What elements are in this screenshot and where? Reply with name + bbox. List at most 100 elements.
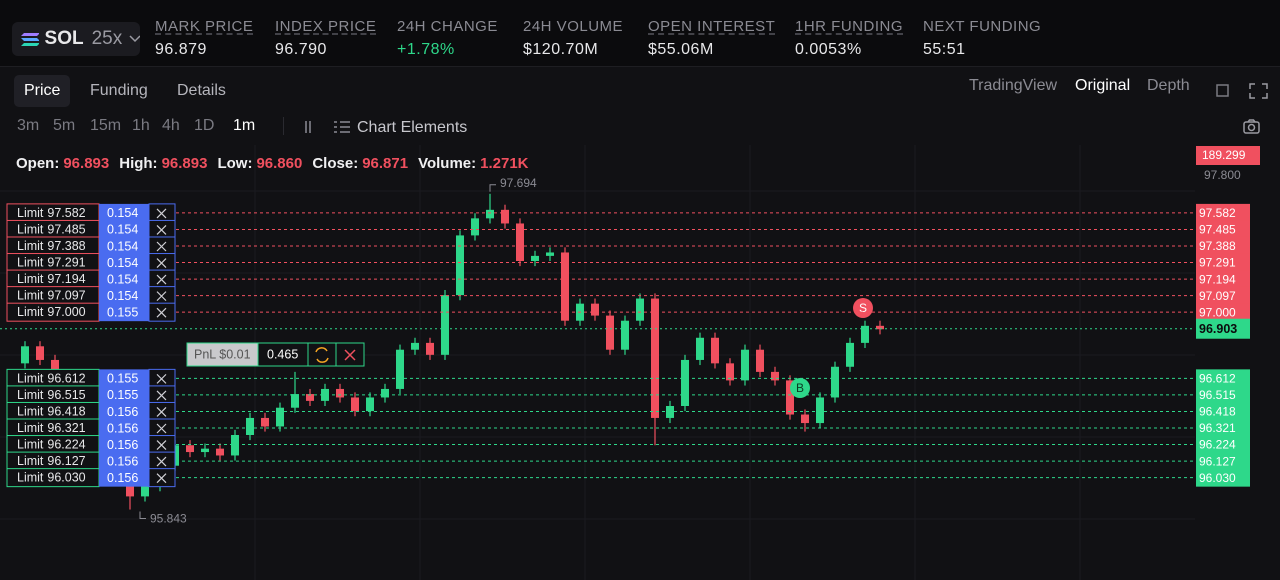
order-price: 96.127 — [47, 454, 85, 468]
ohlc-label: Open: — [16, 155, 59, 172]
candle-body — [546, 252, 554, 256]
order-size: 0.154 — [107, 256, 138, 270]
order-size: 0.154 — [107, 223, 138, 237]
interval[interactable]: 1D — [194, 117, 215, 134]
axis-order-box — [1196, 303, 1250, 322]
order-size-box — [99, 286, 149, 305]
interval[interactable]: 1h — [132, 117, 150, 134]
tab[interactable]: Funding — [90, 82, 148, 99]
order-cancel — [156, 390, 167, 401]
candle-body — [306, 394, 314, 401]
order-label: Limit 97.582 — [17, 206, 86, 220]
view-option[interactable]: Original — [1075, 77, 1131, 94]
candle-body — [666, 406, 674, 418]
order-type: Limit — [17, 289, 44, 303]
candle-body — [366, 397, 374, 412]
ohlc-label: Volume: — [418, 155, 476, 172]
stat: NEXT FUNDING 55:51 — [923, 18, 1041, 59]
interval[interactable]: 5m — [53, 117, 76, 134]
candle-body — [726, 363, 734, 381]
candle-body — [336, 388, 344, 398]
current-price-box — [1196, 318, 1250, 339]
order-type: Limit — [17, 206, 44, 220]
stat-value: 0.0053% — [795, 41, 862, 58]
axis-order-label: 97.582 — [1199, 206, 1236, 220]
axis-order-label: 96.515 — [1199, 388, 1236, 402]
order-label: Limit 96.321 — [17, 421, 86, 435]
order-label: Limit 96.030 — [17, 471, 86, 485]
candle-body — [741, 349, 749, 381]
axis-order-label: 96.224 — [1199, 438, 1236, 452]
axis-order-box — [1196, 253, 1250, 272]
leverage: 25x — [91, 28, 123, 49]
order-type: Limit — [17, 471, 44, 485]
order-cancel — [156, 473, 167, 484]
stat-value: 96.879 — [155, 41, 207, 58]
stat-label: 1HR FUNDING — [795, 18, 904, 35]
candle-body — [186, 445, 194, 453]
candle-body — [486, 209, 494, 219]
candle-body — [756, 349, 764, 372]
sell-marker-label: S — [859, 301, 867, 315]
order-size-box — [99, 203, 149, 222]
interval-active[interactable]: 1m — [233, 117, 256, 134]
candle-body — [381, 388, 389, 398]
camera-icon[interactable] — [1242, 117, 1262, 135]
view-option[interactable]: TradingView — [969, 77, 1058, 94]
candle-body — [621, 320, 629, 350]
order-size: 0.155 — [107, 388, 138, 402]
candle-body — [426, 342, 434, 355]
candle-body — [801, 414, 809, 424]
order-label: Limit 96.515 — [17, 388, 86, 402]
order-size: 0.154 — [107, 272, 138, 286]
order-price: 97.194 — [47, 272, 85, 286]
order-size-box — [99, 369, 149, 388]
order-price: 96.321 — [47, 421, 85, 435]
view-option[interactable]: Depth — [1147, 77, 1190, 94]
order-size: 0.154 — [107, 289, 138, 303]
low-label: 95.843 — [150, 512, 187, 526]
order-type: Limit — [17, 388, 44, 402]
axis-order-label: 96.127 — [1199, 454, 1236, 468]
stat-value: +1.78% — [397, 41, 455, 58]
order-size-box — [99, 253, 149, 272]
order-type: Limit — [17, 272, 44, 286]
current-price-label: 96.903 — [1199, 322, 1237, 336]
candle-body — [591, 303, 599, 316]
price-chart: Open: 96.893 High: 96.893 Low: 96.860 Close: 96… — [0, 140, 1280, 580]
candle-body — [651, 298, 659, 418]
order-type: Limit — [17, 405, 44, 419]
interval[interactable]: 15m — [90, 117, 122, 134]
order-cancel — [156, 440, 167, 450]
order-size: 0.154 — [107, 206, 138, 220]
pair-selector[interactable]: SOL 25x — [12, 22, 140, 56]
order-size: 0.155 — [107, 372, 138, 386]
interval[interactable]: 3m — [17, 117, 40, 134]
axis-order-label: 97.485 — [1199, 223, 1236, 237]
order-price: 96.612 — [47, 372, 85, 386]
ohlc-value: 96.893 — [63, 155, 109, 172]
stat: 24H CHANGE +1.78% — [397, 18, 498, 59]
order-label: Limit 96.612 — [17, 372, 86, 386]
order-label: Limit 97.097 — [17, 289, 86, 303]
ohlc-value: 96.860 — [256, 155, 302, 172]
ohlc-value: 96.871 — [362, 155, 408, 172]
tab[interactable]: Price — [14, 75, 71, 107]
order-cancel — [156, 373, 167, 384]
axis-order-label: 97.000 — [1199, 305, 1236, 319]
axis-order-label: 97.097 — [1199, 289, 1236, 303]
order-label: Limit 97.000 — [17, 305, 86, 319]
order-cancel — [156, 307, 167, 318]
candle-body — [861, 325, 869, 343]
order-price: 96.030 — [47, 471, 85, 485]
tab[interactable]: Details — [177, 82, 226, 99]
interval[interactable]: 4h — [162, 117, 180, 134]
low-marker — [139, 511, 146, 520]
window-icons[interactable] — [1210, 79, 1270, 103]
axis-order-label: 97.388 — [1199, 239, 1236, 253]
stat: OPEN INTEREST $55.06M — [648, 18, 775, 59]
candle-body — [276, 407, 284, 427]
axis-order-box — [1196, 369, 1250, 388]
order-cancel — [156, 225, 167, 235]
chart-elements[interactable]: Chart Elements — [357, 119, 467, 136]
